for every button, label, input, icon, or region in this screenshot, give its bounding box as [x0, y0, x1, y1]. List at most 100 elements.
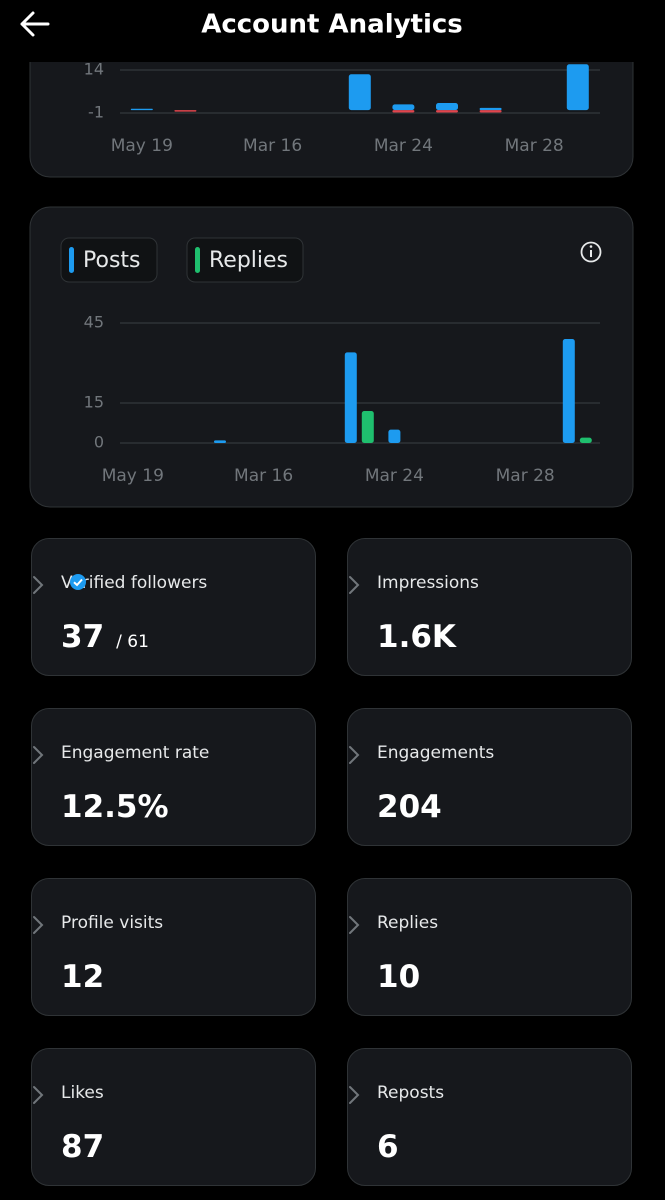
chevron — [33, 916, 44, 934]
metric-value: 6 — [377, 1129, 399, 1165]
metric-card[interactable]: Replies 10 — [347, 878, 632, 1016]
legend-item[interactable]: Posts — [60, 237, 158, 283]
x-tick-label: May 19 — [111, 136, 173, 156]
bar — [479, 107, 502, 111]
chevron — [349, 1086, 360, 1104]
bar — [479, 110, 502, 113]
info-icon[interactable] — [580, 241, 602, 263]
bottom-chart-card — [29, 206, 634, 508]
bar — [388, 429, 401, 443]
metric-label: Reposts — [377, 1083, 444, 1103]
metric-label-text: Profile visits — [61, 913, 164, 933]
bar — [392, 110, 415, 113]
metric-card[interactable]: Reposts 6 — [347, 1048, 632, 1186]
bar — [566, 64, 589, 111]
x-tick-label: Mar 24 — [365, 466, 424, 486]
header-bg — [0, 0, 665, 62]
metric-card[interactable]: Verified followers 37 / 61 — [31, 538, 316, 676]
metric-label-text: Reposts — [377, 1083, 445, 1103]
badge-check — [73, 578, 83, 587]
chevron — [33, 746, 44, 764]
metric-label-text: Engagements — [377, 743, 495, 763]
x-tick-label: Mar 16 — [234, 466, 293, 486]
x-tick-label: Mar 16 — [243, 136, 302, 156]
bar — [436, 110, 458, 113]
legend-item[interactable]: Replies — [186, 237, 304, 283]
info-circle — [580, 241, 602, 263]
metric-value: 12 — [61, 959, 104, 995]
legend-swatch — [69, 247, 74, 273]
bar — [436, 102, 458, 111]
chevron — [349, 576, 360, 594]
x-tick-label: Mar 24 — [374, 136, 433, 156]
metric-card[interactable]: Likes 87 — [31, 1048, 316, 1186]
metric-value-text: 6 — [377, 1129, 399, 1165]
metric-card[interactable]: Engagements 204 — [347, 708, 632, 846]
y-tick-label: 0 — [94, 433, 104, 452]
metric-suffix: / 61 — [116, 632, 149, 652]
bar — [348, 74, 371, 111]
metric-label: Profile visits — [61, 913, 163, 933]
metric-label-text: Replies — [377, 913, 439, 933]
y-tick-label: 15 — [84, 393, 104, 412]
metric-card[interactable]: Engagement rate 12.5% — [31, 708, 316, 846]
metric-card[interactable]: Impressions 1.6K — [347, 538, 632, 676]
metric-value-text: 12.5% — [61, 789, 169, 825]
metric-label: Engagement rate — [61, 743, 209, 763]
chevron-path — [349, 1086, 360, 1104]
metric-label: Verified followers — [61, 573, 207, 593]
bar — [130, 108, 153, 111]
chevron-path — [33, 916, 44, 934]
metric-label-text: Engagement rate — [61, 743, 210, 763]
chevron — [33, 1086, 44, 1104]
badge-circle — [70, 574, 86, 590]
chevron — [349, 916, 360, 934]
legend-box — [60, 237, 158, 283]
bar — [361, 411, 374, 443]
metric-label: Engagements — [377, 743, 494, 763]
metric-value-text: 204 — [377, 789, 442, 825]
metric-value-text: 1.6K — [377, 619, 456, 655]
y-tick-label: -1 — [88, 103, 104, 122]
metric-label-text: Likes — [61, 1083, 104, 1103]
x-tick-label: May 19 — [102, 466, 164, 486]
chevron-path — [349, 746, 360, 764]
metric-label: Replies — [377, 913, 438, 933]
chevron — [349, 746, 360, 764]
metric-value: 1.6K — [377, 619, 456, 655]
x-tick-label: Mar 28 — [496, 466, 555, 486]
metric-value-text: 12 — [61, 959, 105, 995]
chevron-path — [349, 916, 360, 934]
verified-badge — [70, 574, 86, 590]
back-arrow[interactable] — [20, 11, 50, 37]
bar — [579, 437, 592, 443]
chevron — [33, 576, 44, 594]
y-tick-label: 14 — [84, 59, 104, 78]
bar — [214, 440, 226, 443]
metric-card[interactable]: Profile visits 12 — [31, 878, 316, 1016]
info-dot — [589, 245, 593, 248]
metric-label-text: Verified followers — [61, 573, 208, 593]
metric-value: 204 — [377, 789, 442, 825]
metric-label: Likes — [61, 1083, 104, 1103]
metric-value: 87 — [61, 1129, 104, 1165]
bar — [344, 352, 357, 443]
bar — [174, 110, 197, 112]
legend-box — [186, 237, 304, 283]
metric-value-text: 87 — [61, 1129, 105, 1165]
chevron-path — [33, 746, 44, 764]
metric-value: 10 — [377, 959, 420, 995]
metric-value-text: 37 — [61, 619, 105, 655]
legend-label: Replies — [209, 248, 288, 273]
chevron-path — [33, 576, 44, 594]
header-title: Account Analytics — [201, 10, 463, 40]
metric-label: Impressions — [377, 573, 479, 593]
metric-value-text: 10 — [377, 959, 421, 995]
chevron-path — [33, 1086, 44, 1104]
bar — [392, 104, 415, 111]
metric-label-text: Impressions — [377, 573, 479, 593]
x-tick-label: Mar 28 — [505, 136, 564, 156]
metric-value: 37 / 61 — [61, 619, 149, 655]
